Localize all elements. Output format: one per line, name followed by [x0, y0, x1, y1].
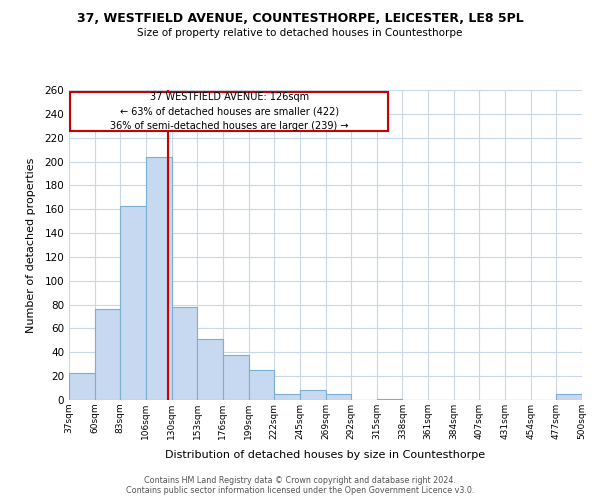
Bar [556, 394, 582, 400]
Text: 37 WESTFIELD AVENUE: 126sqm
← 63% of detached houses are smaller (422)
36% of se: 37 WESTFIELD AVENUE: 126sqm ← 63% of det… [110, 92, 349, 131]
Bar [248, 370, 274, 400]
Bar [325, 394, 351, 400]
Bar [223, 354, 248, 400]
X-axis label: Distribution of detached houses by size in Countesthorpe: Distribution of detached houses by size … [166, 450, 485, 460]
Bar [69, 372, 95, 400]
FancyBboxPatch shape [70, 92, 388, 130]
Text: Contains HM Land Registry data © Crown copyright and database right 2024.: Contains HM Land Registry data © Crown c… [144, 476, 456, 485]
Bar [300, 390, 325, 400]
Bar [377, 399, 403, 400]
Y-axis label: Number of detached properties: Number of detached properties [26, 158, 36, 332]
Text: Size of property relative to detached houses in Countesthorpe: Size of property relative to detached ho… [137, 28, 463, 38]
Text: 37, WESTFIELD AVENUE, COUNTESTHORPE, LEICESTER, LE8 5PL: 37, WESTFIELD AVENUE, COUNTESTHORPE, LEI… [77, 12, 523, 26]
Bar [121, 206, 146, 400]
Text: Contains public sector information licensed under the Open Government Licence v3: Contains public sector information licen… [126, 486, 474, 495]
Bar [95, 310, 121, 400]
Bar [197, 339, 223, 400]
Bar [146, 157, 172, 400]
Bar [274, 394, 300, 400]
Bar [172, 307, 197, 400]
